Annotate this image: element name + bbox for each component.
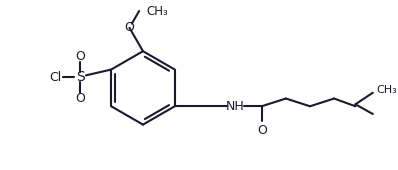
Text: NH: NH [225,100,244,113]
Text: O: O [125,21,135,34]
Text: Cl: Cl [49,71,61,84]
Text: O: O [257,124,267,137]
Text: O: O [75,92,85,105]
Text: O: O [75,49,85,63]
Text: CH₃: CH₃ [377,85,398,95]
Text: S: S [76,70,85,84]
Text: CH₃: CH₃ [147,5,169,18]
